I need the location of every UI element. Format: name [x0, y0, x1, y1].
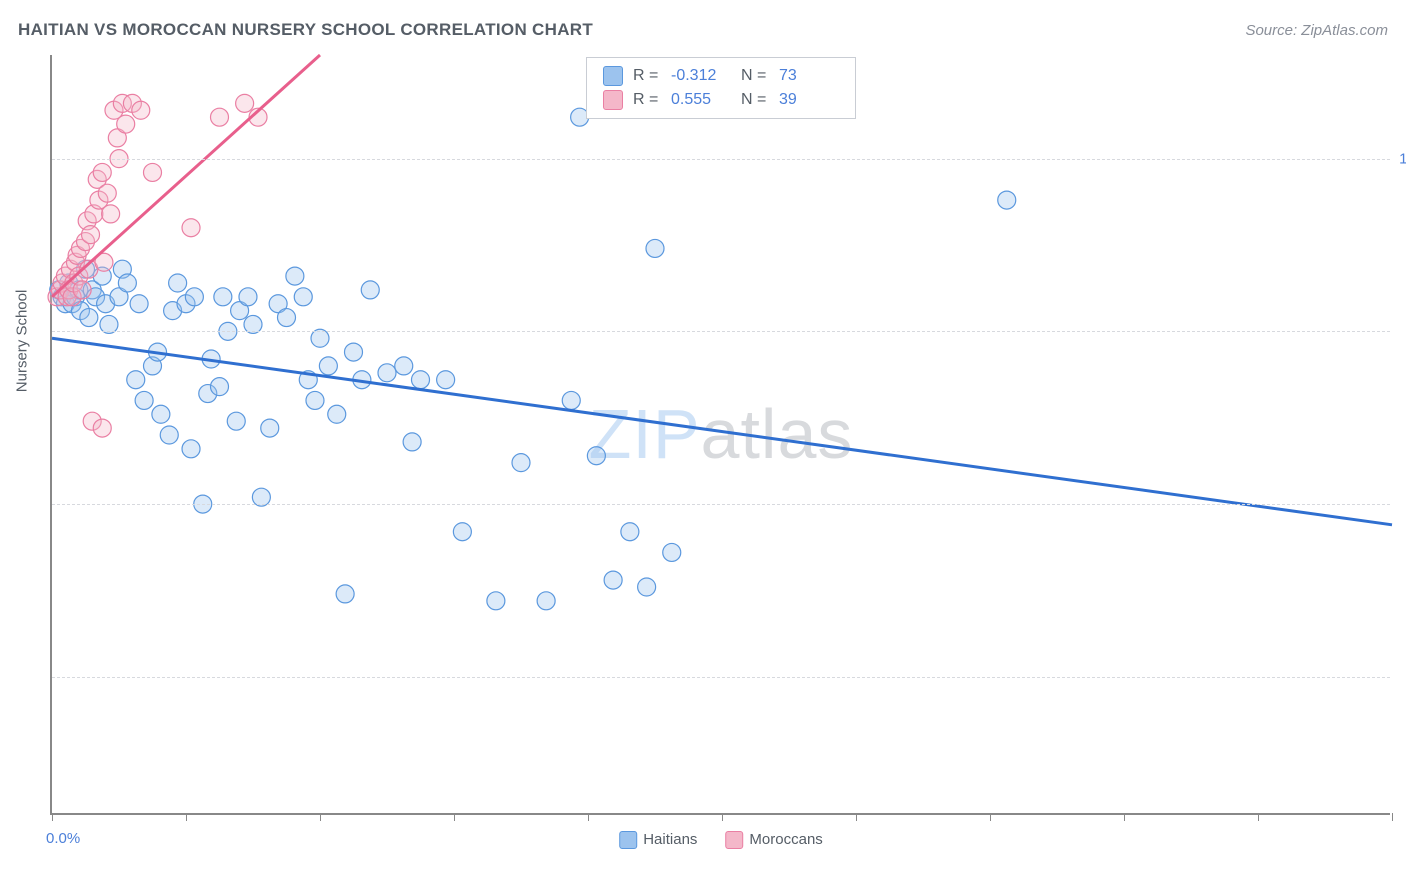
data-point — [132, 101, 150, 119]
data-point — [211, 378, 229, 396]
data-point — [403, 433, 421, 451]
gridline — [52, 677, 1390, 678]
data-point — [182, 440, 200, 458]
data-point — [437, 371, 455, 389]
y-tick-label: 100.0% — [1395, 150, 1406, 167]
y-tick-label: 95.0% — [1395, 496, 1406, 513]
legend-item: Haitians — [619, 831, 697, 849]
data-point — [646, 239, 664, 257]
data-point — [328, 405, 346, 423]
data-point — [93, 163, 111, 181]
x-tick-mark — [588, 813, 589, 821]
data-point — [152, 405, 170, 423]
stats-swatch — [603, 90, 623, 110]
data-point — [182, 219, 200, 237]
data-point — [286, 267, 304, 285]
data-point — [127, 371, 145, 389]
x-tick-mark — [186, 813, 187, 821]
x-min-label: 0.0% — [46, 830, 80, 847]
data-point — [663, 543, 681, 561]
x-tick-mark — [1392, 813, 1393, 821]
data-point — [236, 94, 254, 112]
data-point — [239, 288, 257, 306]
legend-swatch — [725, 831, 743, 849]
data-point — [638, 578, 656, 596]
scatter-svg — [52, 55, 1390, 813]
y-tick-label: 92.5% — [1395, 668, 1406, 685]
data-point — [587, 447, 605, 465]
data-point — [998, 191, 1016, 209]
data-point — [562, 391, 580, 409]
data-point — [294, 288, 312, 306]
data-point — [395, 357, 413, 375]
data-point — [621, 523, 639, 541]
x-axis-legend: Haitians Moroccans — [619, 831, 823, 849]
data-point — [102, 205, 120, 223]
data-point — [361, 281, 379, 299]
plot-area: ZIPatlas R =-0.312N =73R =0.555N =39 Hai… — [50, 55, 1390, 815]
data-point — [169, 274, 187, 292]
data-point — [118, 274, 136, 292]
x-tick-mark — [454, 813, 455, 821]
gridline — [52, 504, 1390, 505]
data-point — [227, 412, 245, 430]
stats-row: R = 0.555 N = 39 — [603, 88, 839, 112]
data-point — [135, 391, 153, 409]
data-point — [319, 357, 337, 375]
stats-n-label: N = — [741, 91, 769, 109]
data-point — [487, 592, 505, 610]
data-point — [144, 163, 162, 181]
stats-r-value: -0.312 — [671, 67, 731, 85]
data-point — [160, 426, 178, 444]
stats-r-value: 0.555 — [671, 91, 731, 109]
y-tick-label: 97.5% — [1395, 323, 1406, 340]
data-point — [117, 115, 135, 133]
y-axis-label: Nursery School — [14, 290, 31, 393]
x-tick-mark — [320, 813, 321, 821]
data-point — [261, 419, 279, 437]
stats-row: R = -0.312 N = 73 — [603, 64, 839, 88]
gridline — [52, 159, 1390, 160]
data-point — [512, 454, 530, 472]
x-tick-mark — [856, 813, 857, 821]
data-point — [336, 585, 354, 603]
stats-r-label: R = — [633, 91, 661, 109]
data-point — [537, 592, 555, 610]
data-point — [130, 295, 148, 313]
legend-label: Moroccans — [749, 831, 822, 848]
legend-label: Haitians — [643, 831, 697, 848]
x-tick-mark — [990, 813, 991, 821]
stats-box: R = -0.312 N = 73 R = 0.555 N = 39 — [586, 57, 856, 119]
data-point — [604, 571, 622, 589]
stats-r-label: R = — [633, 67, 661, 85]
data-point — [80, 309, 98, 327]
stats-n-label: N = — [741, 67, 769, 85]
legend-swatch — [619, 831, 637, 849]
data-point — [98, 184, 116, 202]
data-point — [93, 419, 111, 437]
data-point — [185, 288, 203, 306]
x-tick-mark — [1258, 813, 1259, 821]
legend-item: Moroccans — [725, 831, 822, 849]
x-tick-mark — [52, 813, 53, 821]
x-tick-mark — [1124, 813, 1125, 821]
chart-title: HAITIAN VS MOROCCAN NURSERY SCHOOL CORRE… — [18, 20, 593, 40]
stats-n-value: 39 — [779, 91, 839, 109]
source-credit: Source: ZipAtlas.com — [1245, 22, 1388, 39]
data-point — [306, 391, 324, 409]
data-point — [82, 226, 100, 244]
data-point — [412, 371, 430, 389]
data-point — [378, 364, 396, 382]
title-bar: HAITIAN VS MOROCCAN NURSERY SCHOOL CORRE… — [18, 20, 1388, 40]
data-point — [453, 523, 471, 541]
x-tick-mark — [722, 813, 723, 821]
data-point — [73, 281, 91, 299]
data-point — [345, 343, 363, 361]
data-point — [214, 288, 232, 306]
data-point — [278, 309, 296, 327]
stats-swatch — [603, 66, 623, 86]
data-point — [211, 108, 229, 126]
gridline — [52, 331, 1390, 332]
stats-n-value: 73 — [779, 67, 839, 85]
